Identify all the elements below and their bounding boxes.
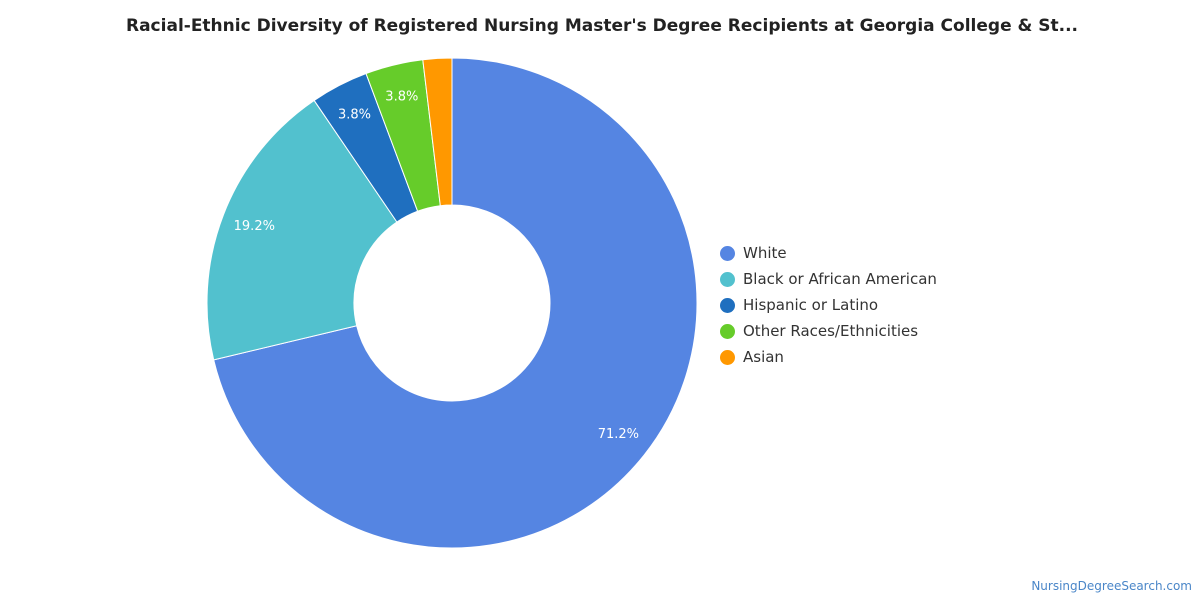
slice-label-other-races-ethnicities: 3.8% bbox=[385, 90, 418, 105]
legend-label: Other Races/Ethnicities bbox=[743, 322, 919, 340]
source-link[interactable]: NursingDegreeSearch.com bbox=[1031, 579, 1192, 593]
legend-label: Hispanic or Latino bbox=[743, 296, 879, 314]
legend-item-other-races-ethnicities[interactable]: Other Races/Ethnicities bbox=[720, 318, 937, 344]
legend: White Black or African American Hispanic… bbox=[720, 240, 937, 370]
chart-title: Racial-Ethnic Diversity of Registered Nu… bbox=[126, 16, 1078, 36]
legend-swatch bbox=[720, 323, 735, 339]
slice-label-white: 71.2% bbox=[598, 427, 639, 442]
legend-swatch bbox=[720, 349, 735, 365]
slice-label-hispanic-or-latino: 3.8% bbox=[338, 107, 371, 122]
slice-white[interactable] bbox=[213, 57, 698, 549]
legend-item-hispanic-or-latino[interactable]: Hispanic or Latino bbox=[720, 292, 937, 318]
legend-swatch bbox=[720, 297, 735, 313]
legend-item-black-or-african-american[interactable]: Black or African American bbox=[720, 266, 937, 292]
legend-label: Black or African American bbox=[743, 270, 937, 288]
legend-label: Asian bbox=[743, 348, 784, 366]
legend-item-asian[interactable]: Asian bbox=[720, 344, 937, 370]
legend-label: White bbox=[743, 244, 787, 262]
legend-item-white[interactable]: White bbox=[720, 240, 937, 266]
slice-label-black-or-african-american: 19.2% bbox=[234, 219, 275, 234]
legend-swatch bbox=[720, 271, 735, 287]
slice-asian[interactable] bbox=[422, 57, 453, 207]
slice-black-or-african-american[interactable] bbox=[206, 99, 398, 361]
legend-swatch bbox=[720, 245, 735, 261]
